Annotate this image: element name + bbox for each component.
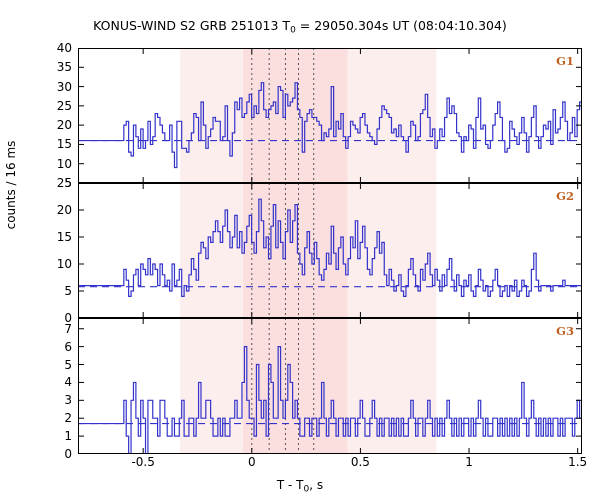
panel-label-g2: G2: [556, 189, 574, 203]
y-tick-label: 6: [64, 339, 72, 354]
panel-label-g1: G1: [556, 54, 574, 68]
y-tick-label: 20: [56, 118, 72, 133]
data-curve-g1: [78, 82, 582, 169]
x-tick-label: -0.5: [131, 455, 155, 469]
y-tick-label: 0: [64, 311, 72, 325]
y-tick-label: 5: [64, 357, 72, 372]
y-tick-label: 10: [56, 257, 72, 271]
y-tick-label: 10: [56, 156, 72, 171]
panel-frame: [78, 183, 582, 318]
y-tick-label: 30: [56, 79, 72, 94]
data-curve-g3: [78, 346, 582, 454]
y-tick-label: 2: [64, 411, 72, 426]
x-axis-label-suffix: , s: [309, 478, 324, 492]
y-tick-label: 4: [64, 375, 72, 390]
y-tick-label: 15: [56, 230, 72, 244]
y-tick-label: 3: [64, 393, 72, 408]
shaded-region-inner: [243, 48, 348, 183]
plot-title-suffix: = 29050.304s UT (08:04:10.304): [295, 18, 507, 33]
y-tick-label: 1: [64, 429, 72, 444]
plot-title-subscript: 0: [290, 25, 296, 36]
page-title: KONUS-WIND S2 GRB 251013 T0 = 29050.304s…: [0, 18, 600, 35]
x-axis-label-subscript: 0: [303, 484, 310, 495]
plot-panel-g3: G3: [78, 318, 582, 454]
y-tick-label: 20: [56, 203, 72, 217]
y-tick-label: 15: [56, 137, 72, 152]
x-tick-label: 1: [465, 455, 473, 469]
data-curve-g2: [78, 198, 582, 297]
y-tick-label: 25: [56, 98, 72, 113]
y-axis-label-text: counts / 16 ms: [4, 140, 18, 230]
panel-label-g3: G3: [556, 324, 574, 338]
x-tick-label: 0: [247, 455, 256, 469]
y-tick-label: 25: [56, 176, 72, 190]
y-tick-label: 5: [64, 176, 72, 190]
y-tick-label: 7: [64, 321, 72, 336]
y-tick-label: 5: [64, 284, 72, 298]
panel-frame: [78, 318, 582, 454]
y-tick-label: 35: [56, 60, 72, 75]
plot-panel-g1: G1: [78, 48, 582, 183]
x-tick-label: 0.5: [350, 455, 370, 469]
x-tick-label: 1.5: [568, 455, 588, 469]
y-tick-label: 0: [64, 447, 72, 461]
x-axis-label: T - T0, s: [0, 478, 600, 494]
plot-title-prefix: KONUS-WIND S2 GRB 251013 T: [93, 18, 291, 33]
shaded-region-inner: [243, 318, 348, 454]
panel-frame: [78, 48, 582, 183]
plot-panel-g2: G2: [78, 183, 582, 318]
y-tick-label: 40: [56, 41, 72, 55]
x-axis-label-prefix: T - T: [276, 478, 304, 492]
y-axis-label: counts / 16 ms: [4, 115, 24, 255]
